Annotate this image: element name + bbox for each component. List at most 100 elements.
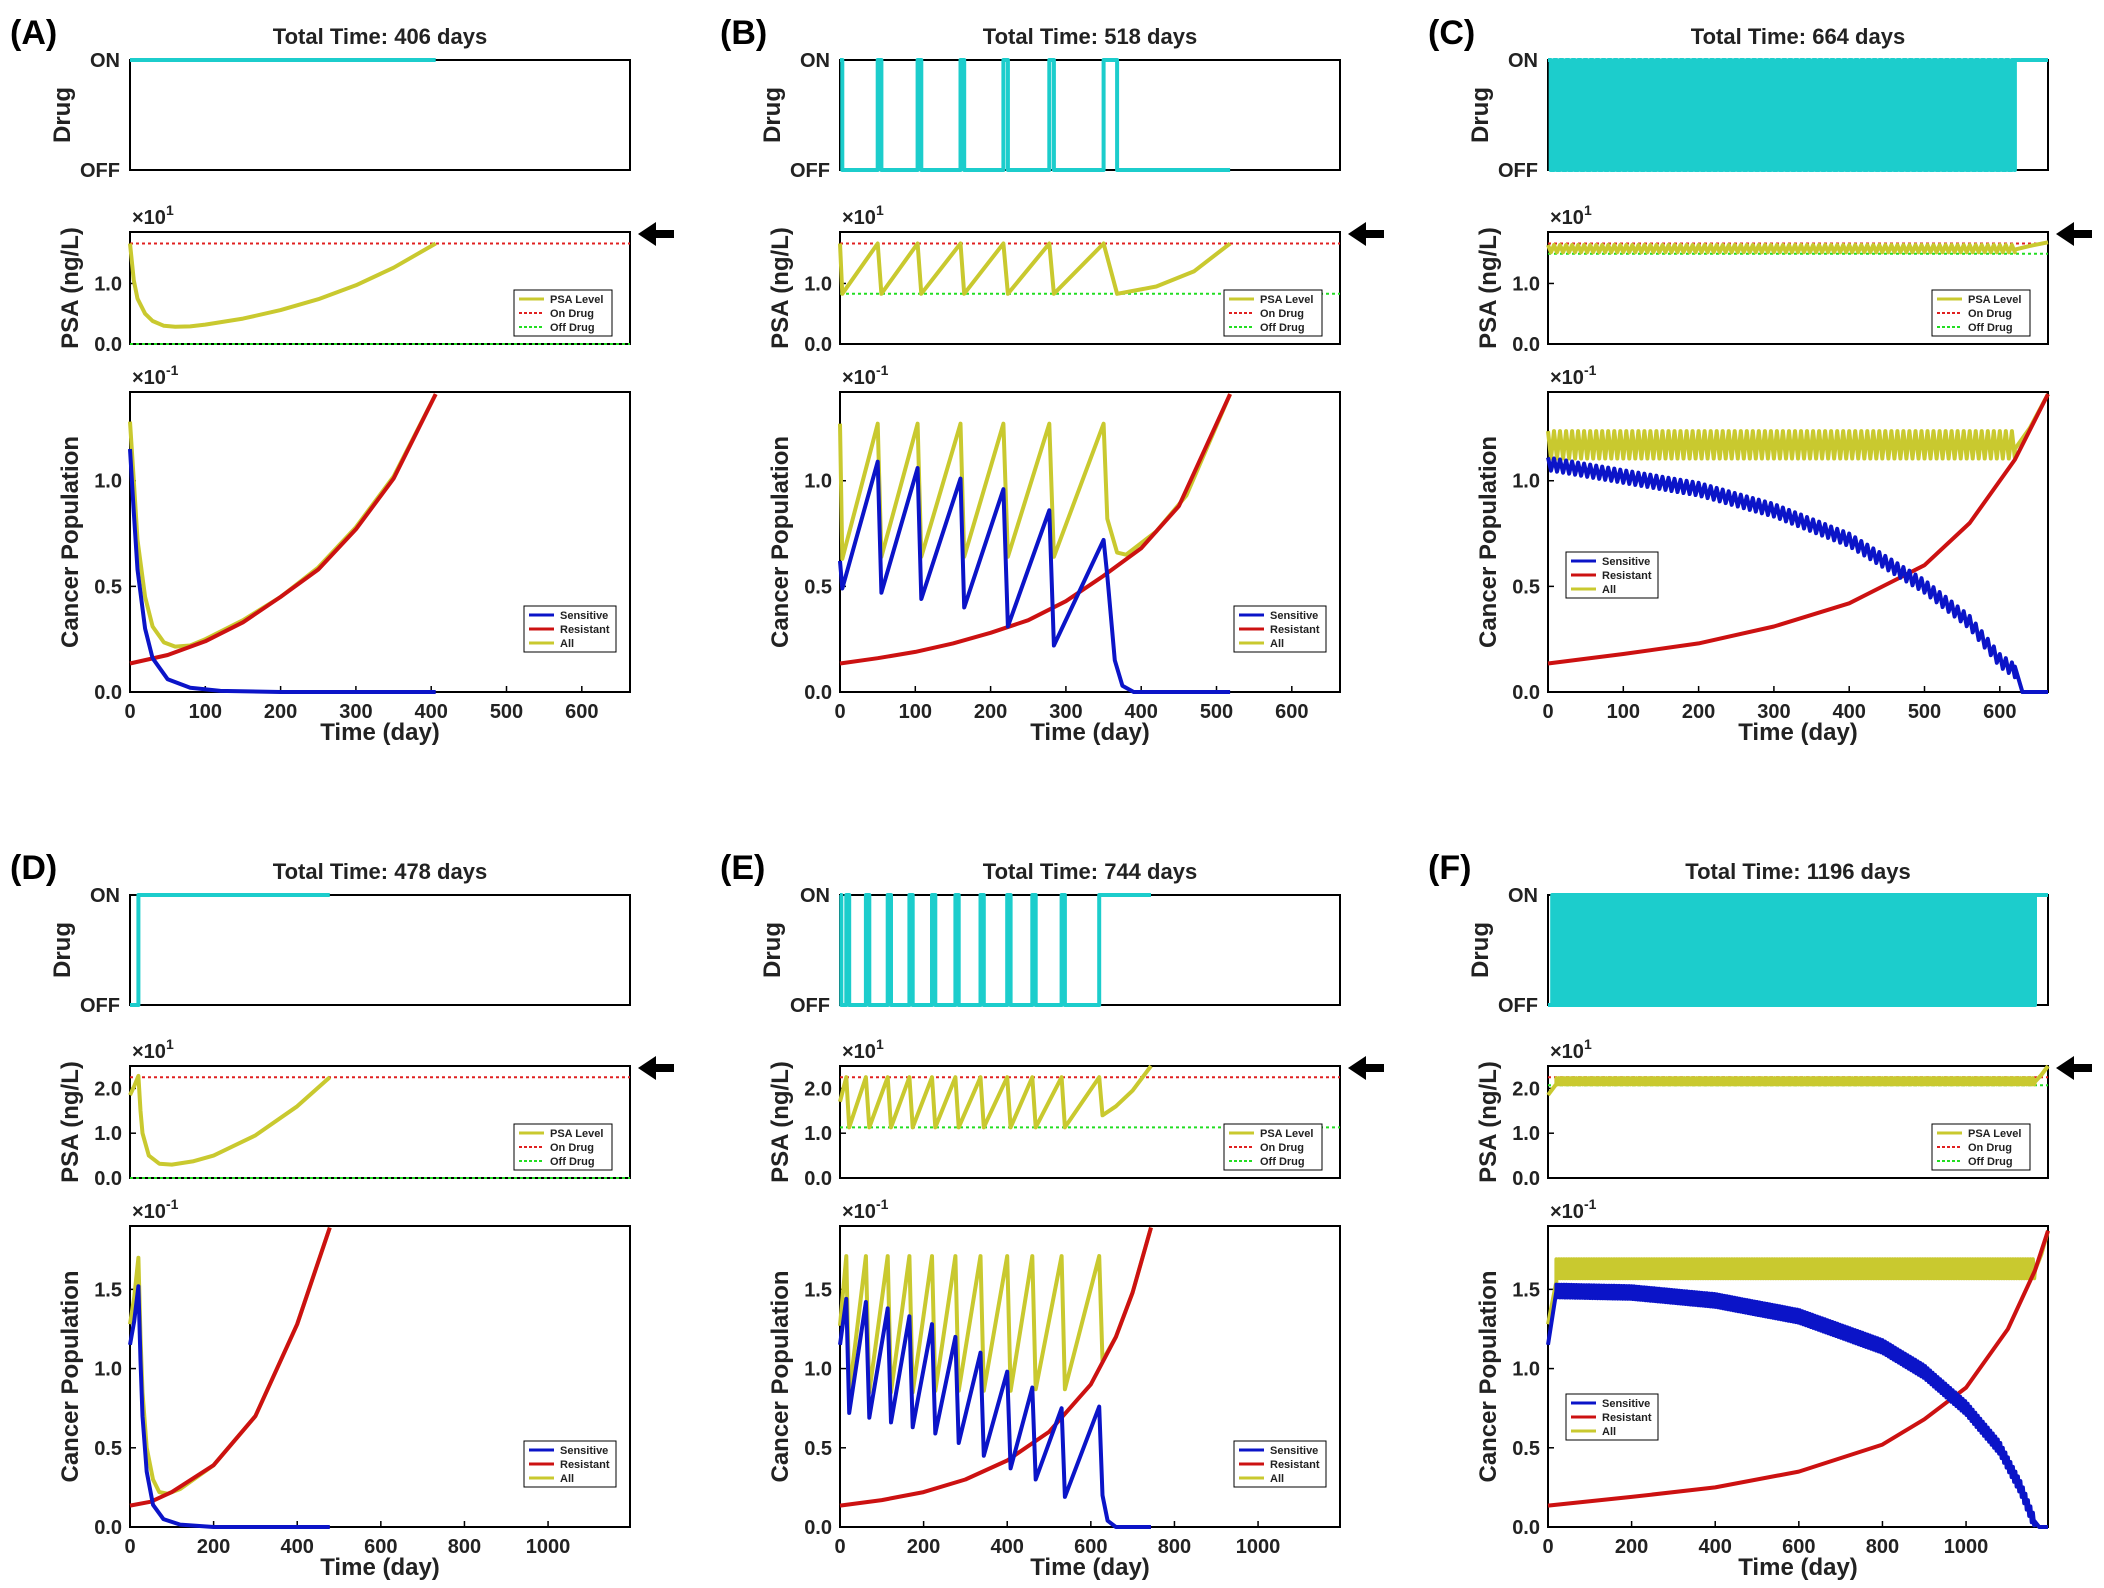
population-ytick-label: 0.0 xyxy=(1512,1517,1540,1539)
xtick-label: 600 xyxy=(565,701,598,723)
panel-title: Total Time: 664 days xyxy=(1691,24,1905,49)
psa-exponent-power: 1 xyxy=(166,1036,174,1052)
population-axis-label: Cancer Population xyxy=(767,436,794,648)
psa-level-line xyxy=(838,1064,1153,1130)
psa-ytick-label: 1.0 xyxy=(1512,1123,1540,1145)
population-ytick-label: 0.5 xyxy=(94,1438,122,1460)
drug-schedule-line xyxy=(1548,58,2048,172)
psa-level-line xyxy=(128,1073,332,1167)
xtick-label: 600 xyxy=(1275,701,1308,723)
xtick-label: 600 xyxy=(364,1536,397,1558)
population-exponent: ×10-1 xyxy=(132,1196,179,1223)
drug-axis-label: Drug xyxy=(1467,87,1494,143)
psa-exponent: ×101 xyxy=(842,1036,884,1063)
xtick-label: 200 xyxy=(1615,1536,1648,1558)
xtick-label: 1000 xyxy=(1944,1536,1989,1558)
left-arrow-icon xyxy=(638,222,674,246)
drug-axis-label: Drug xyxy=(49,87,76,143)
population-ytick-label: 0.0 xyxy=(804,1517,832,1539)
population-legend-label: Sensitive xyxy=(1602,1398,1650,1410)
xtick-label: 0 xyxy=(834,701,845,723)
population-exponent-power: -1 xyxy=(166,362,179,378)
psa-legend-label: Off Drug xyxy=(1968,1156,2013,1168)
xtick-label: 300 xyxy=(1757,701,1790,723)
psa-legend-label: Off Drug xyxy=(1260,1156,1305,1168)
population-exponent-power: -1 xyxy=(876,1196,889,1212)
psa-legend-label: On Drug xyxy=(550,1142,594,1154)
psa-ytick-label: 0.0 xyxy=(94,1168,122,1190)
population-ytick-label: 1.0 xyxy=(1512,1359,1540,1381)
population-ytick-label: 1.5 xyxy=(94,1279,122,1301)
xtick-label: 100 xyxy=(899,701,932,723)
drug-tick-label: OFF xyxy=(790,995,830,1017)
population-ytick-label: 0.5 xyxy=(804,576,832,598)
population-exponent-base: ×10 xyxy=(132,367,166,389)
xtick-label: 200 xyxy=(197,1536,230,1558)
x-axis-label: Time (day) xyxy=(320,1554,440,1581)
psa-ytick-label: 1.0 xyxy=(804,273,832,295)
all-population-line xyxy=(1546,393,2050,461)
panel-c: (C) Total Time: 664 days OFF ON Drug 0.0 1.0 ×1… xyxy=(1428,14,2092,746)
drug-tick-label: OFF xyxy=(790,160,830,182)
psa-legend-label: PSA Level xyxy=(550,294,603,306)
population-legend-label: Resistant xyxy=(560,624,610,636)
population-legend-label: Sensitive xyxy=(1602,556,1650,568)
population-axis-label: Cancer Population xyxy=(57,1270,84,1482)
population-exponent-base: ×10 xyxy=(842,367,876,389)
population-legend-label: Resistant xyxy=(560,1459,610,1471)
population-exponent: ×10-1 xyxy=(842,1196,889,1223)
xtick-label: 100 xyxy=(189,701,222,723)
xtick-label: 0 xyxy=(1542,701,1553,723)
population-ytick-label: 1.5 xyxy=(804,1279,832,1301)
population-legend-label: Sensitive xyxy=(1270,610,1318,622)
drug-tick-label: ON xyxy=(1508,50,1538,72)
sensitive-population-line xyxy=(128,448,436,694)
xtick-label: 0 xyxy=(124,701,135,723)
population-ytick-label: 1.0 xyxy=(94,471,122,493)
drug-tick-label: ON xyxy=(90,885,120,907)
psa-exponent: ×101 xyxy=(1550,1036,1592,1063)
psa-axis-label: PSA (ng/L) xyxy=(1475,1061,1502,1183)
resistant-population-line xyxy=(839,393,1232,666)
xtick-label: 600 xyxy=(1782,1536,1815,1558)
xtick-label: 600 xyxy=(1983,701,2016,723)
xtick-label: 300 xyxy=(339,701,372,723)
drug-tick-label: OFF xyxy=(80,995,120,1017)
xtick-label: 400 xyxy=(991,1536,1024,1558)
population-ytick-label: 0.0 xyxy=(94,1517,122,1539)
sensitive-population-line xyxy=(838,1296,1151,1529)
xtick-label: 400 xyxy=(1833,701,1866,723)
left-arrow-shape xyxy=(1348,222,1384,246)
drug-axes xyxy=(129,59,631,171)
population-exponent-base: ×10 xyxy=(842,1201,876,1223)
xtick-label: 400 xyxy=(281,1536,314,1558)
population-legend-label: Sensitive xyxy=(560,1445,608,1457)
psa-legend-label: On Drug xyxy=(1260,308,1304,320)
panel-b: (B) Total Time: 518 days OFF ON Drug 0.0 1.0 ×1… xyxy=(720,14,1384,746)
psa-axis-label: PSA (ng/L) xyxy=(1475,227,1502,349)
drug-axes xyxy=(839,59,1341,171)
psa-ytick-label: 1.0 xyxy=(1512,273,1540,295)
population-legend-label: Resistant xyxy=(1270,624,1320,636)
resistant-population-line xyxy=(129,393,438,666)
xtick-label: 800 xyxy=(1158,1536,1191,1558)
all-population-line xyxy=(1546,1230,2050,1325)
psa-ytick-label: 2.0 xyxy=(1512,1078,1540,1100)
psa-axis-label: PSA (ng/L) xyxy=(57,1061,84,1183)
psa-exponent: ×101 xyxy=(132,1036,174,1063)
psa-legend-label: On Drug xyxy=(1968,1142,2012,1154)
psa-ytick-label: 2.0 xyxy=(94,1078,122,1100)
xtick-label: 0 xyxy=(1542,1536,1553,1558)
population-ytick-label: 1.0 xyxy=(94,1359,122,1381)
psa-level-line xyxy=(1546,240,2049,255)
population-exponent: ×10-1 xyxy=(1550,1196,1597,1223)
population-exponent-power: -1 xyxy=(1584,1196,1597,1212)
population-legend-label: All xyxy=(560,638,574,650)
population-ytick-label: 1.0 xyxy=(804,1359,832,1381)
drug-axis-label: Drug xyxy=(49,922,76,978)
drug-axis-label: Drug xyxy=(1467,922,1494,978)
population-exponent-power: -1 xyxy=(876,362,889,378)
panel-title: Total Time: 478 days xyxy=(273,859,487,884)
psa-legend-label: On Drug xyxy=(1968,308,2012,320)
